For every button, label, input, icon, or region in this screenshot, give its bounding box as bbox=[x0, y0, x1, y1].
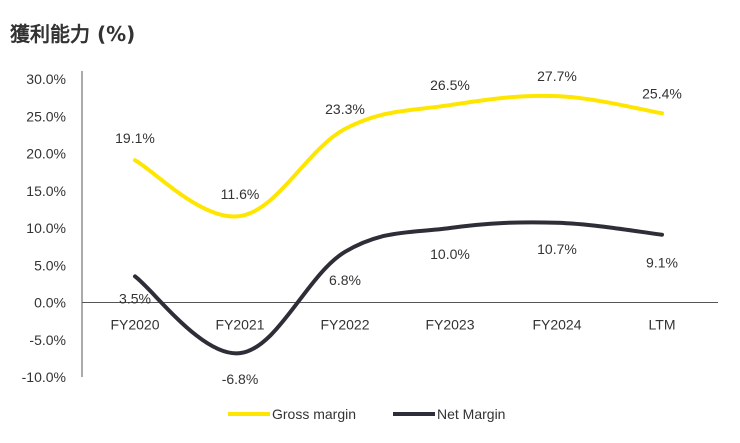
data-label: 27.7% bbox=[537, 68, 577, 84]
legend-label: Net Margin bbox=[437, 406, 505, 422]
x-tick-label: FY2024 bbox=[532, 317, 581, 333]
data-label: 23.3% bbox=[325, 101, 365, 117]
data-label: 25.4% bbox=[642, 85, 682, 101]
x-tick-label: FY2022 bbox=[320, 317, 369, 333]
data-label: 6.8% bbox=[329, 272, 361, 288]
data-label: 11.6% bbox=[221, 186, 260, 202]
y-tick-label: 15.0% bbox=[26, 183, 66, 199]
x-tick-label: FY2023 bbox=[425, 317, 474, 333]
y-tick-label: 0.0% bbox=[34, 295, 66, 311]
x-tick-label: FY2020 bbox=[110, 317, 159, 333]
legend-label: Gross margin bbox=[272, 406, 356, 422]
data-label: 26.5% bbox=[430, 77, 470, 93]
y-tick-label: 20.0% bbox=[26, 146, 66, 162]
data-label: 9.1% bbox=[646, 255, 678, 271]
y-tick-label: -10.0% bbox=[22, 369, 66, 385]
data-label: -6.8% bbox=[222, 371, 259, 387]
data-label: 10.7% bbox=[537, 241, 577, 257]
x-tick-label: LTM bbox=[649, 317, 676, 333]
label-layer: 19.1% 11.6% 23.3% 26.5% 27.7% 25.4% 3.5% -6.8% 6… bbox=[115, 68, 682, 387]
data-label: 3.5% bbox=[119, 290, 151, 306]
y-tick-label: 25.0% bbox=[26, 108, 66, 124]
series-line-net-margin bbox=[133, 220, 664, 356]
data-label: 10.0% bbox=[430, 246, 470, 262]
x-tick-label: FY2021 bbox=[215, 317, 264, 333]
legend: Gross margin Net Margin bbox=[228, 406, 505, 422]
y-tick-label: -5.0% bbox=[29, 332, 66, 348]
data-label: 19.1% bbox=[115, 130, 155, 146]
y-tick-label: 5.0% bbox=[34, 257, 66, 273]
chart-title: 獲利能力 (%) bbox=[10, 22, 136, 46]
series-layer bbox=[133, 93, 664, 356]
series-line-gross-margin bbox=[133, 93, 664, 219]
y-tick-label: 10.0% bbox=[26, 220, 66, 236]
y-tick-label: 30.0% bbox=[26, 71, 66, 87]
axis-layer: 30.0% 25.0% 20.0% 15.0% 10.0% 5.0% 0.0% -5.0% -1… bbox=[22, 71, 718, 385]
